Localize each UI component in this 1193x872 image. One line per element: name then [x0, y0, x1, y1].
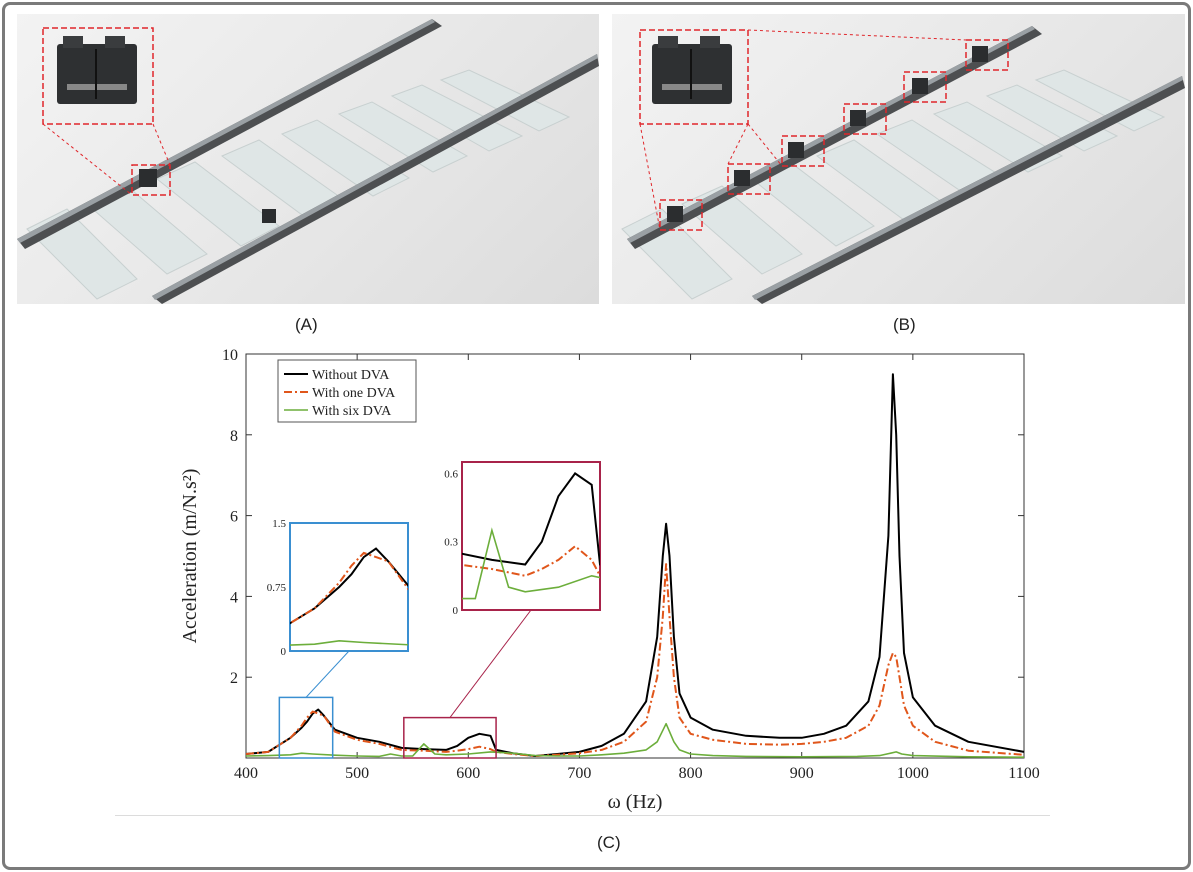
- x-tick-label: 1000: [897, 765, 929, 782]
- panel-label-c: (C): [597, 833, 621, 852]
- x-tick-label: 900: [790, 765, 814, 782]
- y-axis-label: Acceleration (m/N.s²): [179, 469, 201, 644]
- track-illustration-a: [17, 19, 599, 304]
- panel-label-b: (B): [893, 315, 916, 334]
- track-render-one-dva: [17, 14, 599, 304]
- dva-closeup-icon: [652, 36, 732, 104]
- dva-closeup-icon: [57, 36, 137, 104]
- x-tick-label: 400: [234, 765, 258, 782]
- legend-entry: With one DVA: [312, 386, 396, 401]
- inset-tick-label: 0: [453, 605, 459, 617]
- y-tick-label: 10: [222, 347, 238, 364]
- y-tick-label: 6: [230, 509, 238, 526]
- x-tick-label: 700: [567, 765, 591, 782]
- series-line-1: [245, 373, 1025, 757]
- panel-label-a: (A): [295, 315, 318, 334]
- legend-entry: Without DVA: [312, 368, 390, 383]
- x-tick-label: 800: [679, 765, 703, 782]
- x-tick-label: 500: [345, 765, 369, 782]
- inset-tick-label: 0.6: [444, 468, 458, 480]
- chart-insets: 0 0.75 1.5 0 0.3 0.6: [267, 461, 601, 759]
- y-tick-label: 8: [230, 428, 238, 445]
- inset-tick-label: 0: [281, 646, 287, 658]
- series-line-2: [245, 563, 1025, 757]
- inset-frame: [289, 522, 409, 652]
- chart-legend: Without DVA With one DVA With six DVA: [277, 359, 417, 423]
- legend-entry: With six DVA: [312, 404, 392, 419]
- inset-tick-label: 0.75: [267, 582, 287, 594]
- x-axis-label: ω (Hz): [608, 791, 663, 813]
- acceleration-chart: 400 500 600 700 800 900 1000 1100 2 4 6 8 10 ω (Hz) Ac…: [179, 347, 1040, 813]
- zoom-connector: [305, 650, 350, 698]
- zoom-connector: [449, 609, 532, 718]
- inset-tick-label: 0.3: [444, 537, 458, 549]
- track-render-six-dva: [612, 14, 1185, 304]
- inset-frame: [461, 461, 601, 611]
- y-tick-label: 2: [230, 670, 238, 687]
- track-illustration-b: [621, 26, 1185, 304]
- x-tick-label: 1100: [1008, 765, 1039, 782]
- zoom-region: [278, 696, 334, 759]
- x-tick-label: 600: [456, 765, 480, 782]
- plot-frame: [245, 353, 1025, 759]
- chart-lines: [245, 373, 1025, 758]
- y-tick-label: 4: [230, 589, 238, 606]
- series-line-3: [245, 722, 1025, 758]
- separator: [115, 815, 1050, 816]
- inset-tick-label: 1.5: [272, 518, 286, 530]
- chart-axes: 400 500 600 700 800 900 1000 1100 2 4 6 8 10 ω (Hz) Ac…: [179, 347, 1040, 813]
